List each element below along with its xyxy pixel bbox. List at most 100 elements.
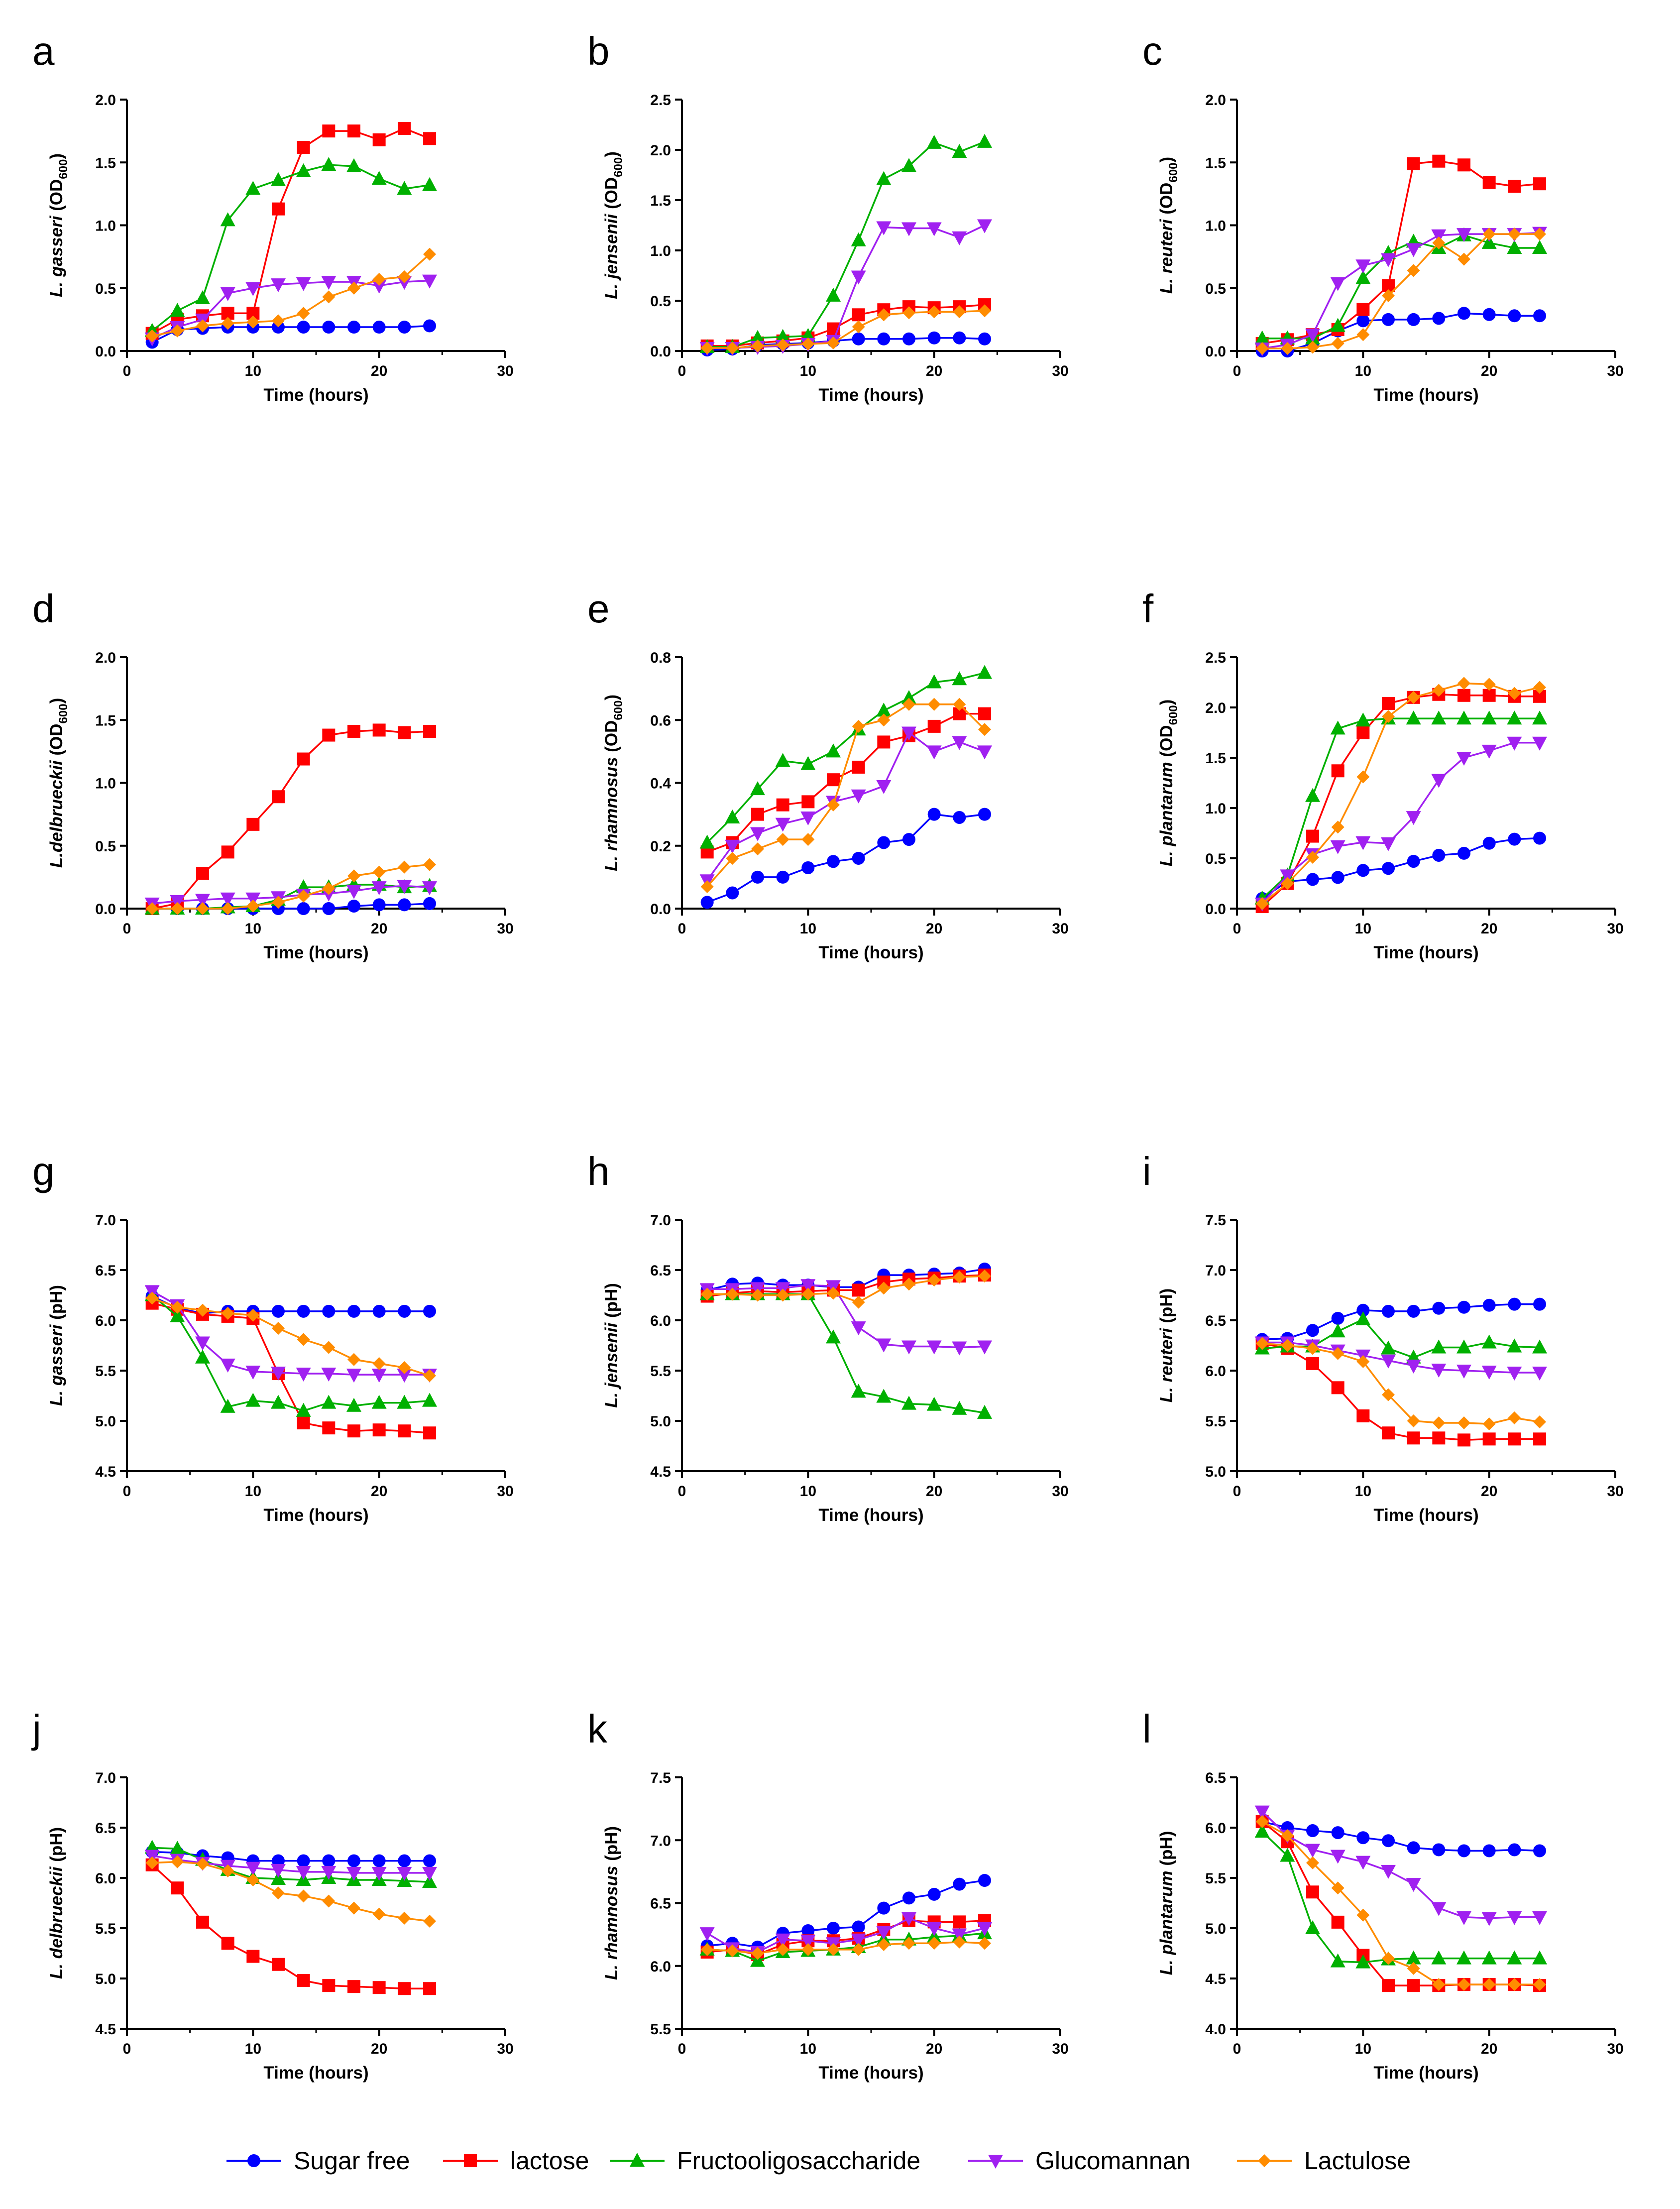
x-axis-title: Time (hours)	[263, 943, 368, 962]
series-line-lactulose	[152, 253, 431, 337]
data-point-lactose	[1508, 180, 1521, 193]
y-axis-title: L. plantarum (pH)	[1157, 1831, 1176, 1976]
data-point-lactose	[877, 735, 891, 749]
data-point-glucomannan	[321, 1368, 336, 1382]
series-sugar-free	[145, 1845, 436, 1867]
data-point-lactose	[347, 724, 360, 738]
x-tick-label: 30	[1607, 2041, 1623, 2057]
data-point-fructooligosaccharide	[1406, 710, 1421, 725]
data-point-lactulose	[751, 1947, 764, 1960]
y-axis-close-paren: )	[47, 698, 66, 704]
data-point-lactose	[1306, 1885, 1319, 1899]
data-point-glucomannan	[170, 895, 185, 909]
data-point-lactulose	[726, 852, 739, 865]
y-axis-species: L. gasseri	[47, 215, 66, 297]
panel-letter: l	[1142, 1707, 1151, 1751]
data-point-lactulose	[1356, 328, 1370, 342]
y-tick-label: 0.4	[650, 776, 671, 792]
data-point-lactose	[1356, 726, 1370, 739]
data-point-sugar-free	[1482, 1844, 1496, 1858]
data-point-lactulose	[1457, 1416, 1470, 1430]
data-point-fructooligosaccharide	[1456, 710, 1471, 725]
series-glucomannan	[1254, 736, 1547, 912]
y-axis-measure-subscript: 600	[57, 159, 70, 179]
x-tick-label: 0	[678, 1483, 686, 1500]
data-point-sugar-free	[297, 1304, 310, 1318]
x-tick-label: 30	[1052, 1483, 1068, 1500]
series-line-lactulose	[707, 310, 985, 349]
data-point-sugar-free	[322, 321, 336, 334]
data-point-glucomannan	[1532, 1911, 1547, 1925]
y-tick-label: 7.0	[650, 1212, 671, 1229]
y-tick-label: 0.0	[650, 901, 671, 918]
y-axis-measure-subscript: 600	[1167, 162, 1180, 182]
data-point-sugar-free	[1306, 1324, 1319, 1337]
data-point-fructooligosaccharide	[170, 303, 185, 317]
data-point-lactulose	[1533, 1415, 1546, 1429]
y-tick-label: 0.8	[650, 650, 671, 666]
legend-entry-glucomannan: Glucomannan	[968, 2147, 1190, 2175]
y-tick-label: 1.5	[1205, 155, 1226, 171]
data-point-glucomannan	[1381, 1864, 1396, 1879]
panel-letter: h	[587, 1149, 610, 1193]
data-point-fructooligosaccharide	[1406, 1950, 1421, 1965]
x-tick-label: 0	[123, 363, 131, 379]
data-point-fructooligosaccharide	[750, 781, 765, 796]
data-point-sugar-free	[1508, 832, 1521, 846]
data-point-glucomannan	[296, 277, 311, 291]
data-point-glucomannan	[725, 839, 740, 854]
series-line-sugar-free	[1262, 312, 1540, 352]
data-point-sugar-free	[1356, 1303, 1370, 1317]
data-point-fructooligosaccharide	[321, 1395, 336, 1409]
y-axis-measure: (OD	[602, 177, 621, 214]
data-point-lactose	[272, 202, 285, 216]
data-point-lactulose	[1281, 342, 1294, 355]
y-axis-title: L.delbrueckii (OD600)	[47, 698, 70, 868]
y-tick-label: 1.5	[1205, 750, 1226, 767]
legend-label: Lactulose	[1304, 2147, 1411, 2175]
data-point-lactulose	[145, 902, 159, 915]
panel-letter: f	[1142, 586, 1154, 631]
data-point-sugar-free	[1533, 309, 1546, 323]
data-point-glucomannan	[321, 1865, 336, 1880]
data-point-glucomannan	[1355, 1856, 1371, 1870]
panel-letter: b	[587, 29, 610, 73]
series-lactulose	[145, 247, 436, 343]
data-point-glucomannan	[296, 1865, 311, 1880]
y-tick-label: 7.5	[1205, 1212, 1226, 1229]
data-point-lactulose	[1533, 681, 1546, 694]
series-lactose	[145, 122, 436, 340]
chart-panel-b: b 0.0 0.5 1.0 1.5 2.0 2.5 0 10 20 30 Time (hours) L.…	[587, 29, 1069, 405]
data-point-fructooligosaccharide	[826, 743, 841, 758]
data-point-lactulose	[852, 1295, 865, 1309]
data-point-glucomannan	[271, 1863, 286, 1878]
data-point-lactulose	[1281, 1829, 1294, 1843]
data-point-fructooligosaccharide	[1280, 1848, 1295, 1862]
chart-panel-g: g 4.5 5.0 5.5 6.0 6.5 7.0 0 10 20 30 Time (hours) L.…	[32, 1149, 514, 1525]
x-tick-label: 10	[800, 2041, 816, 2057]
series-lactulose	[1255, 228, 1546, 355]
data-point-lactulose	[1482, 678, 1496, 691]
data-point-glucomannan	[876, 221, 892, 235]
y-axis-species: L. reuteri	[1157, 219, 1176, 294]
x-tick-label: 0	[678, 2041, 686, 2057]
data-point-lactulose	[1508, 228, 1521, 241]
data-point-glucomannan	[1381, 1354, 1396, 1369]
data-point-fructooligosaccharide	[321, 157, 336, 171]
data-point-lactulose	[372, 865, 386, 879]
panel-letter: j	[31, 1707, 41, 1751]
legend-marker	[988, 2155, 1003, 2169]
series-lactulose	[700, 698, 991, 893]
y-tick-label: 7.5	[650, 1770, 671, 1786]
data-point-glucomannan	[775, 1933, 790, 1948]
data-point-lactulose	[1331, 1347, 1344, 1360]
x-tick-label: 20	[1481, 363, 1497, 379]
x-axis-title: Time (hours)	[1373, 1506, 1478, 1525]
data-point-glucomannan	[371, 279, 387, 294]
data-point-lactulose	[801, 833, 815, 846]
data-point-fructooligosaccharide	[952, 144, 967, 158]
data-point-fructooligosaccharide	[1254, 1824, 1270, 1838]
data-point-sugar-free	[1432, 1301, 1446, 1315]
x-tick-label: 20	[926, 2041, 942, 2057]
data-point-sugar-free	[852, 1920, 865, 1934]
